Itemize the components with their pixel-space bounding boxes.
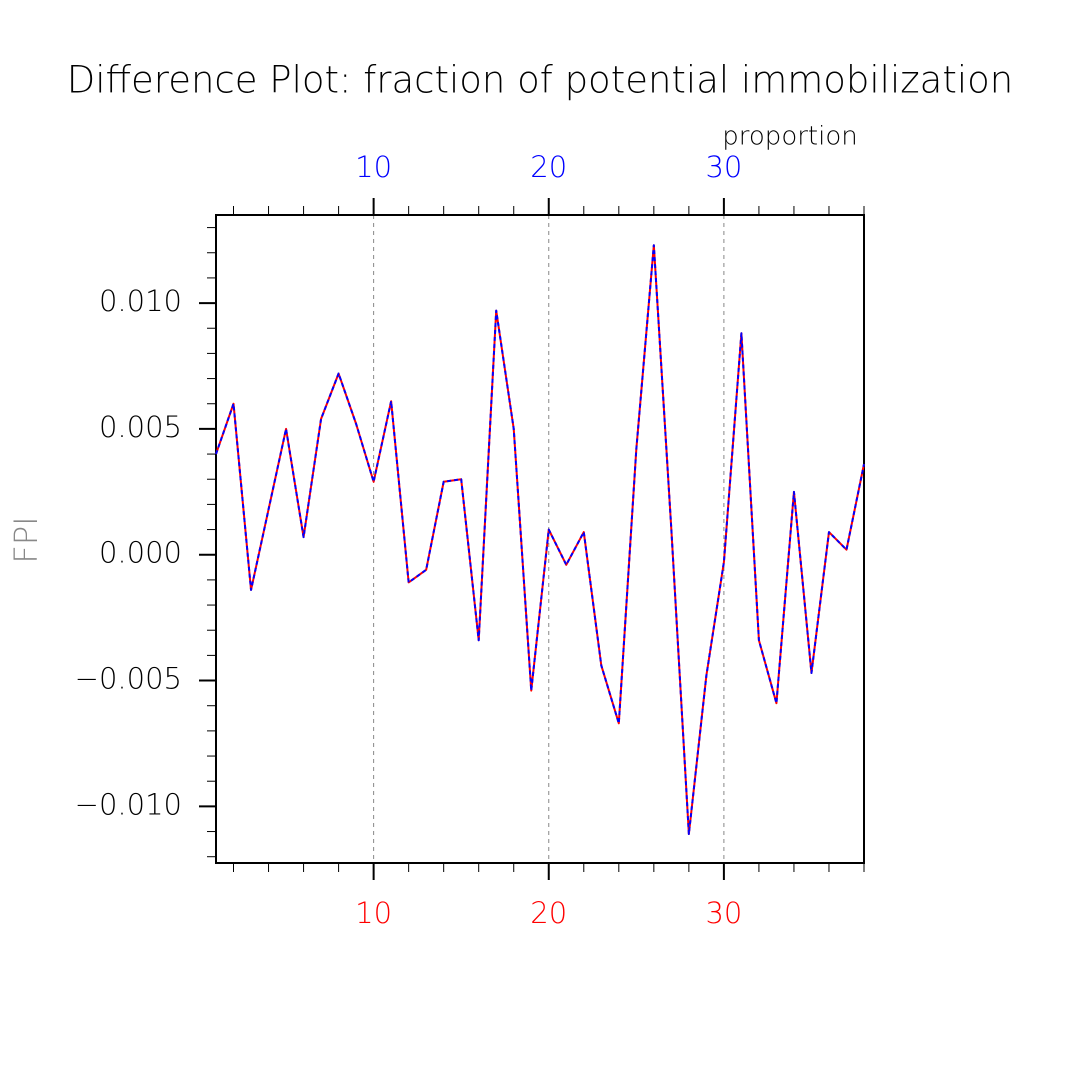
y-tick-label: 0.010 bbox=[99, 284, 182, 318]
x2-tick-label: 10 bbox=[355, 150, 392, 184]
y-tick-label: −0.010 bbox=[75, 787, 182, 821]
chart-title: Difference Plot: fraction of potential i… bbox=[67, 59, 1013, 102]
y-tick-label: −0.005 bbox=[75, 662, 182, 696]
x-tick-label: 10 bbox=[355, 896, 392, 930]
series-line bbox=[215, 244, 865, 836]
x2-tick-label: 20 bbox=[530, 150, 567, 184]
series-line bbox=[215, 244, 865, 836]
plot-frame bbox=[215, 214, 865, 864]
x2-axis-label: proportion bbox=[722, 122, 857, 152]
x-tick-label: 30 bbox=[705, 896, 742, 930]
x-tick-label: 20 bbox=[530, 896, 567, 930]
y-axis-label: FPI bbox=[7, 516, 45, 563]
y-tick-label: 0.000 bbox=[99, 536, 182, 570]
x2-tick-label: 30 bbox=[705, 150, 742, 184]
y-tick-label: 0.005 bbox=[99, 410, 182, 444]
